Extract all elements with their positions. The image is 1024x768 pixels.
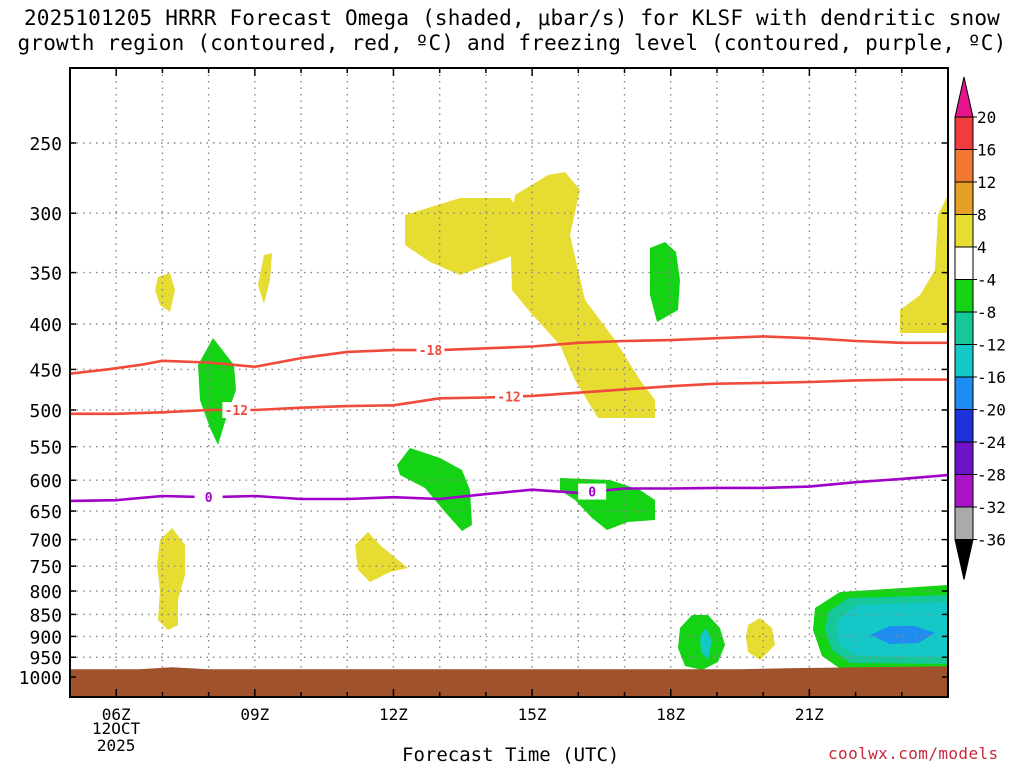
ytick-label-500: 500 [29,401,62,422]
date-stamp: 12OCT 2025 [92,720,140,754]
colorbar-label-13: -36 [977,531,1006,550]
date-stamp-year: 2025 [96,736,136,755]
omega-region-17 [870,626,935,644]
contour-label-bg [578,483,607,500]
ytick-label-600: 600 [29,471,62,492]
colorbar-bin-7 [954,344,974,378]
colorbar-label-4: 4 [977,238,987,257]
omega-region-5 [355,532,408,582]
colorbar-bin-3 [954,214,974,248]
colorbar-label-2: 12 [977,173,996,192]
colorbar-label-8: -16 [977,368,1006,387]
ytick-label-850: 850 [29,605,62,626]
colorbar-label-9: -20 [977,401,1006,420]
xtick-label-21Z: 21Z [795,705,824,724]
ytick-label-450: 450 [29,360,62,381]
omega-region-6 [746,618,775,660]
omega-region-16 [700,628,712,660]
omega-region-11 [560,478,655,530]
ytick-label-300: 300 [29,204,62,225]
terrain [70,666,948,697]
ytick-label-750: 750 [29,557,62,578]
chart-title-line2: growth region (contoured, red, ºC) and f… [17,31,1007,55]
omega-region-10 [397,448,472,531]
colorbar-bin-12 [954,506,974,540]
contour-label-bg [222,402,251,418]
omega-shading [155,172,948,672]
colorbar-label-5: -4 [977,271,996,290]
contour-label-0-1: 0 [588,486,596,501]
contour-label--18-0: -18 [419,344,443,359]
xtick-label-09Z: 09Z [240,705,269,724]
contour-label--12-1: -12 [497,391,520,406]
omega-region-9 [650,242,680,322]
xtick-label-12Z: 12Z [379,705,408,724]
colorbar-bin-6 [954,311,974,345]
ytick-label-950: 950 [29,648,62,669]
colorbar-bin-4 [954,246,974,280]
colorbar-label-3: 8 [977,206,987,225]
ytick-label-650: 650 [29,502,62,523]
xtick-label-18Z: 18Z [656,705,685,724]
colorbar-label-11: -28 [977,466,1006,485]
ytick-label-250: 250 [29,134,62,155]
contour-label-bg [495,388,523,405]
chart-title: 2025101205 HRRR Forecast Omega (shaded, … [0,6,1024,56]
credit-link[interactable]: coolwx.com/models [828,744,999,763]
colorbar-bin-9 [954,409,974,443]
colorbar-label-7: -12 [977,336,1006,355]
colorbar-bin-8 [954,376,974,410]
colorbar-label-0: 20 [977,108,996,127]
gridlines [70,68,948,697]
colorbar-label-10: -24 [977,433,1006,452]
omega-region-2 [405,198,530,275]
colorbar-bin-11 [954,474,974,508]
plot-frame [69,67,949,698]
ytick-label-350: 350 [29,264,62,285]
colorbar-over-arrow [954,76,974,118]
colorbar-bin-2 [954,181,974,215]
colorbar-label-12: -32 [977,498,1006,517]
axes: 2503003504004505005506006507007508008509… [19,67,949,724]
omega-region-1 [258,253,272,304]
ytick-label-550: 550 [29,438,62,459]
colorbar-under-arrow [954,539,974,580]
ytick-label-900: 900 [29,627,62,648]
omega-region-7 [900,195,948,333]
ytick-label-800: 800 [29,582,62,603]
chart-title-line1: 2025101205 HRRR Forecast Omega (shaded, … [23,6,1001,30]
omega-region-4 [157,528,185,630]
colorbar-label-1: 16 [977,141,996,160]
colorbar-bin-5 [954,279,974,313]
omega-region-3 [510,172,655,418]
terrain-fill [70,666,948,697]
colorbar: 20 16 12 8 4 -4 -8 -12 -16 -20 -24 -28 -32 -36 [954,76,1006,580]
contours: -18 -12 -12 0 0 [69,335,949,506]
colorbar-bin-1 [954,149,974,183]
omega-region-8 [198,338,236,445]
contour--18 [69,335,948,375]
xtick-label-15Z: 15Z [518,705,547,724]
contour-label--12-0: -12 [225,404,248,419]
ytick-label-700: 700 [29,531,62,552]
ytick-label-1000: 1000 [19,668,62,689]
date-stamp-day: 12OCT [92,719,141,738]
contour-label-0-0: 0 [205,491,213,506]
colorbar-bin-0 [954,116,974,150]
xtick-label-06Z: 06Z [102,705,131,724]
colorbar-label-6: -8 [977,303,996,322]
omega-region-0 [155,273,175,312]
contour-label-bg [416,342,445,359]
ytick-label-400: 400 [29,315,62,336]
contour-label-bg [194,489,223,506]
colorbar-bin-10 [954,441,974,475]
x-axis-label: Forecast Time (UTC) [402,744,620,766]
